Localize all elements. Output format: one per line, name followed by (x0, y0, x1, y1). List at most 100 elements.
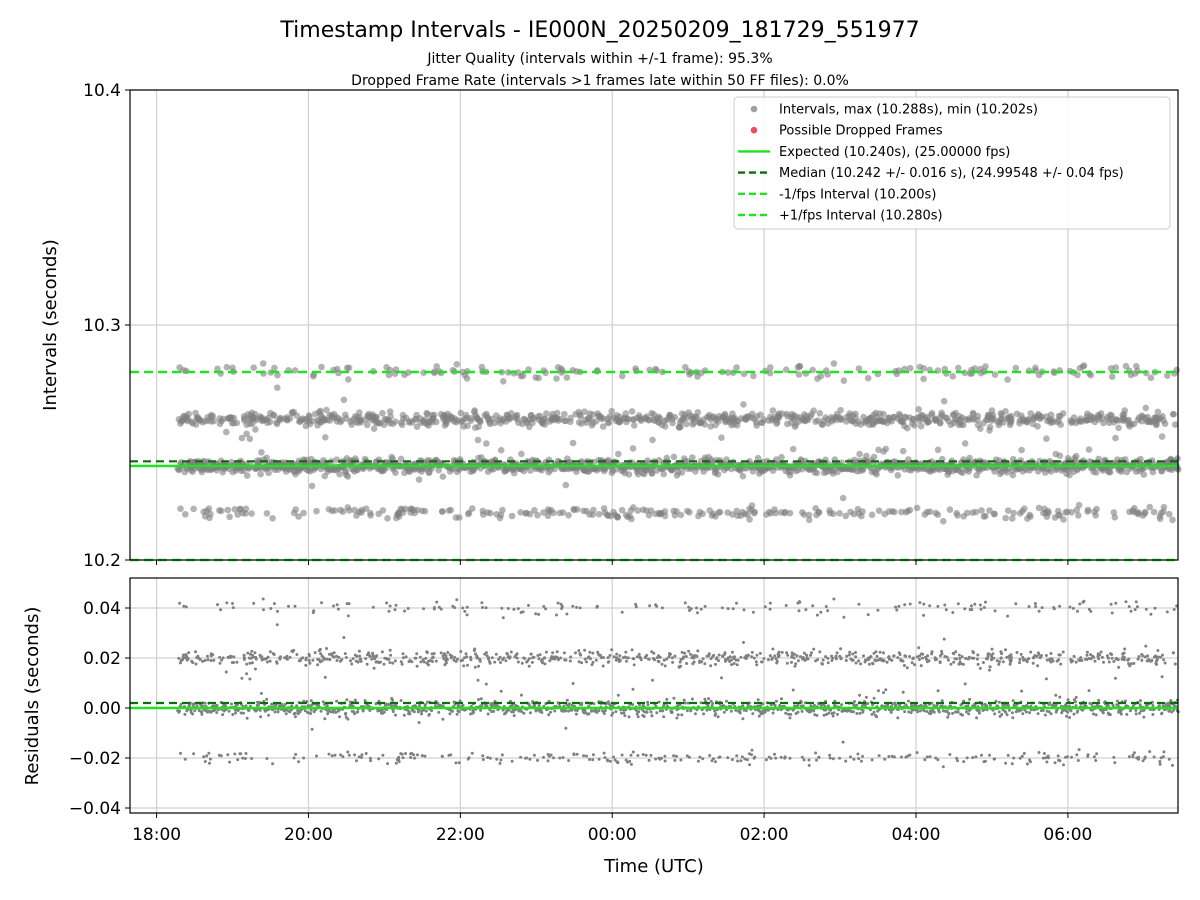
residual-point (577, 649, 581, 653)
legend-plus-1fps: +1/fps Interval (10.280s) (738, 209, 943, 224)
interval-point (430, 411, 438, 419)
residual-point (466, 663, 469, 667)
residual-point (1010, 762, 1014, 766)
residual-point (547, 713, 551, 717)
interval-point (837, 406, 844, 414)
residual-point (431, 655, 435, 659)
residual-point (901, 690, 905, 694)
residual-point (876, 608, 880, 612)
residual-point (242, 658, 246, 661)
residual-point (568, 659, 572, 663)
residual-point (620, 610, 624, 614)
residual-point (1004, 648, 1007, 652)
residual-point (321, 700, 325, 704)
residual-point (457, 761, 461, 765)
residual-point (275, 661, 279, 665)
interval-point (1092, 512, 1099, 519)
residual-point (663, 759, 667, 763)
residual-point (347, 753, 351, 757)
residual-point (811, 604, 815, 608)
residual-point (446, 651, 450, 654)
residual-point (1020, 754, 1024, 758)
interval-point (648, 470, 656, 477)
residual-point (735, 601, 738, 605)
residual-point (528, 757, 532, 761)
residual-point (285, 654, 289, 658)
residual-point (742, 640, 745, 644)
residual-point (1068, 605, 1072, 609)
residual-point (623, 714, 627, 718)
residual-point (984, 600, 987, 604)
residual-point (684, 655, 688, 658)
residual-point (404, 655, 408, 659)
residual-point (350, 662, 354, 666)
residual-point (1045, 760, 1049, 764)
interval-point (1038, 413, 1045, 421)
residual-point (510, 759, 514, 763)
residual-point (251, 655, 255, 659)
interval-point (1047, 468, 1055, 475)
interval-point (535, 374, 542, 382)
interval-point (438, 508, 446, 515)
interval-point (1154, 408, 1162, 416)
residual-point (736, 658, 740, 662)
intervals-x-ticks (156, 560, 1069, 565)
interval-point (553, 409, 561, 417)
residual-point (815, 713, 819, 717)
interval-point (243, 430, 250, 438)
residual-point (732, 662, 736, 665)
residual-point (715, 656, 719, 660)
residual-point (432, 606, 436, 610)
residual-point (591, 758, 595, 762)
interval-point (1164, 372, 1171, 380)
interval-point (308, 482, 316, 490)
interval-point (1158, 433, 1166, 440)
residual-point (784, 711, 788, 715)
residual-point (500, 753, 504, 757)
residual-point (851, 652, 855, 656)
residual-point (585, 754, 588, 758)
residual-point (975, 657, 979, 661)
residual-point (562, 651, 566, 655)
residual-point (242, 653, 246, 657)
interval-point (971, 365, 979, 372)
residual-point (588, 650, 592, 654)
residual-point (819, 610, 823, 614)
residual-point (733, 655, 736, 659)
interval-point (891, 508, 898, 516)
residual-point (945, 655, 949, 659)
residual-point (267, 713, 271, 717)
residual-point (309, 708, 313, 712)
residual-point (789, 712, 793, 716)
residual-point (297, 760, 301, 764)
residual-point (736, 759, 740, 763)
residual-point (750, 748, 754, 752)
residual-point (895, 608, 899, 612)
residual-point (359, 659, 363, 663)
residual-point (799, 655, 802, 659)
residual-point (872, 710, 876, 714)
interval-point (1047, 411, 1055, 419)
interval-point (295, 513, 302, 520)
interval-point (778, 453, 785, 461)
residual-point (1049, 712, 1053, 716)
interval-point (487, 509, 494, 517)
residual-point (625, 659, 628, 663)
residual-point (783, 755, 787, 759)
residual-point (559, 656, 563, 660)
residual-point (676, 713, 680, 717)
residual-point (839, 656, 843, 660)
residual-point (520, 661, 524, 665)
residual-point (1019, 652, 1023, 656)
interval-point (686, 509, 693, 516)
residual-point (735, 754, 739, 758)
interval-point (1034, 423, 1041, 430)
residual-point (777, 654, 781, 658)
residual-point (971, 756, 975, 760)
residual-point (922, 709, 926, 713)
residual-point (469, 658, 473, 662)
interval-point (559, 367, 566, 374)
interval-point (508, 410, 515, 417)
residual-point (360, 756, 363, 759)
interval-point (1156, 515, 1164, 523)
